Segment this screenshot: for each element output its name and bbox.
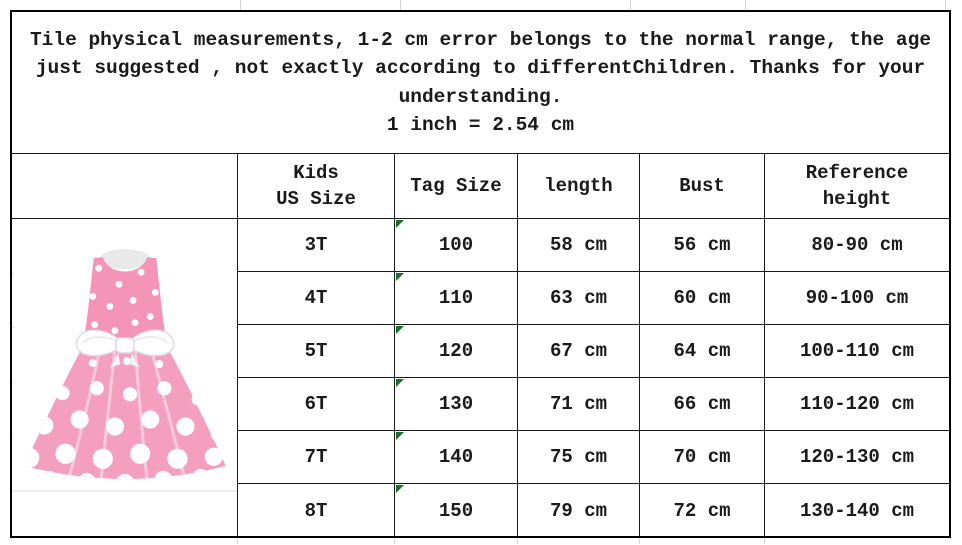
cell-us-size: 8T	[237, 484, 394, 537]
cell-reference-height: 80-90 cm	[764, 219, 949, 272]
disclaimer-line-4: 1 inch = 2.54 cm	[386, 114, 575, 136]
gridline-stub	[745, 0, 746, 10]
disclaimer-line-3: understanding.	[398, 85, 563, 108]
green-corner-marker	[396, 485, 404, 493]
cell-reference-height: 110-120 cm	[764, 378, 949, 431]
header-line: length	[544, 175, 613, 197]
dress-neckline	[99, 249, 151, 270]
cell-us-size: 7T	[237, 431, 394, 484]
gridline-stub	[945, 0, 946, 10]
disclaimer-line-1: Tile physical measurements, 1-2 cm error…	[29, 28, 932, 51]
cell-length: 79 cm	[517, 484, 639, 537]
green-corner-marker	[396, 273, 404, 281]
cell-us-size: 5T	[237, 325, 394, 378]
gridline-stub	[517, 538, 518, 544]
cell-length: 58 cm	[517, 219, 639, 272]
green-corner-marker	[396, 220, 404, 228]
col-header-bust: Bust	[639, 154, 764, 219]
dress-image	[14, 244, 236, 484]
gridline-stub	[639, 538, 640, 544]
header-line: Tag Size	[410, 175, 502, 197]
cell-tag-size: 130	[394, 378, 517, 431]
cell-bust: 72 cm	[639, 484, 764, 537]
cell-us-size: 6T	[237, 378, 394, 431]
cell-tag-size: 150	[394, 484, 517, 537]
disclaimer-text: Tile physical measurements, 1-2 cm error…	[12, 12, 949, 153]
cell-tag-size: 140	[394, 431, 517, 484]
cell-value: 110	[438, 287, 474, 309]
cell-length: 67 cm	[517, 325, 639, 378]
cell-bust: 70 cm	[639, 431, 764, 484]
col-header-length: length	[517, 154, 639, 219]
cell-us-size: 4T	[237, 272, 394, 325]
cell-length: 71 cm	[517, 378, 639, 431]
gridline-stub	[237, 538, 238, 544]
cell-length: 75 cm	[517, 431, 639, 484]
cell-value: 140	[438, 446, 474, 468]
cell-bust: 60 cm	[639, 272, 764, 325]
header-line: US Size	[276, 188, 356, 210]
cell-value: 130	[438, 393, 474, 415]
cell-tag-size: 120	[394, 325, 517, 378]
gridline-stub	[394, 538, 395, 544]
green-corner-marker	[396, 432, 404, 440]
cell-us-size: 3T	[237, 219, 394, 272]
disclaimer-line-2: just suggested , not exactly according t…	[35, 57, 926, 79]
green-corner-marker	[396, 326, 404, 334]
dress-bodice	[82, 257, 168, 347]
gridline-stub	[764, 538, 765, 544]
col-header-kids-us-size: Kids US Size	[237, 154, 394, 219]
cell-bust: 56 cm	[639, 219, 764, 272]
cell-length: 63 cm	[517, 272, 639, 325]
cell-value: 100	[438, 234, 474, 256]
cell-tag-size: 110	[394, 272, 517, 325]
col-header-tag-size: Tag Size	[394, 154, 517, 219]
cell-bust: 66 cm	[639, 378, 764, 431]
col-header-reference-height: Reference height	[764, 154, 949, 219]
cell-reference-height: 120-130 cm	[764, 431, 949, 484]
cell-reference-height: 130-140 cm	[764, 484, 949, 537]
cell-reference-height: 90-100 cm	[764, 272, 949, 325]
dress-bow	[75, 329, 175, 368]
header-line: Reference	[805, 162, 909, 184]
gridline-stub	[240, 0, 241, 10]
table-corner-cell	[12, 154, 237, 219]
gridline-stub	[630, 0, 631, 10]
cell-value: 150	[438, 499, 474, 522]
cell-reference-height: 100-110 cm	[764, 325, 949, 378]
header-line: Bust	[679, 175, 725, 197]
header-line: height	[822, 188, 892, 210]
green-corner-marker	[396, 379, 404, 387]
gridline-stub	[400, 0, 401, 10]
dress-skirt	[24, 346, 226, 479]
cell-tag-size: 100	[394, 219, 517, 272]
cell-bust: 64 cm	[639, 325, 764, 378]
header-line: Kids	[293, 162, 339, 184]
cell-value: 120	[438, 340, 474, 362]
